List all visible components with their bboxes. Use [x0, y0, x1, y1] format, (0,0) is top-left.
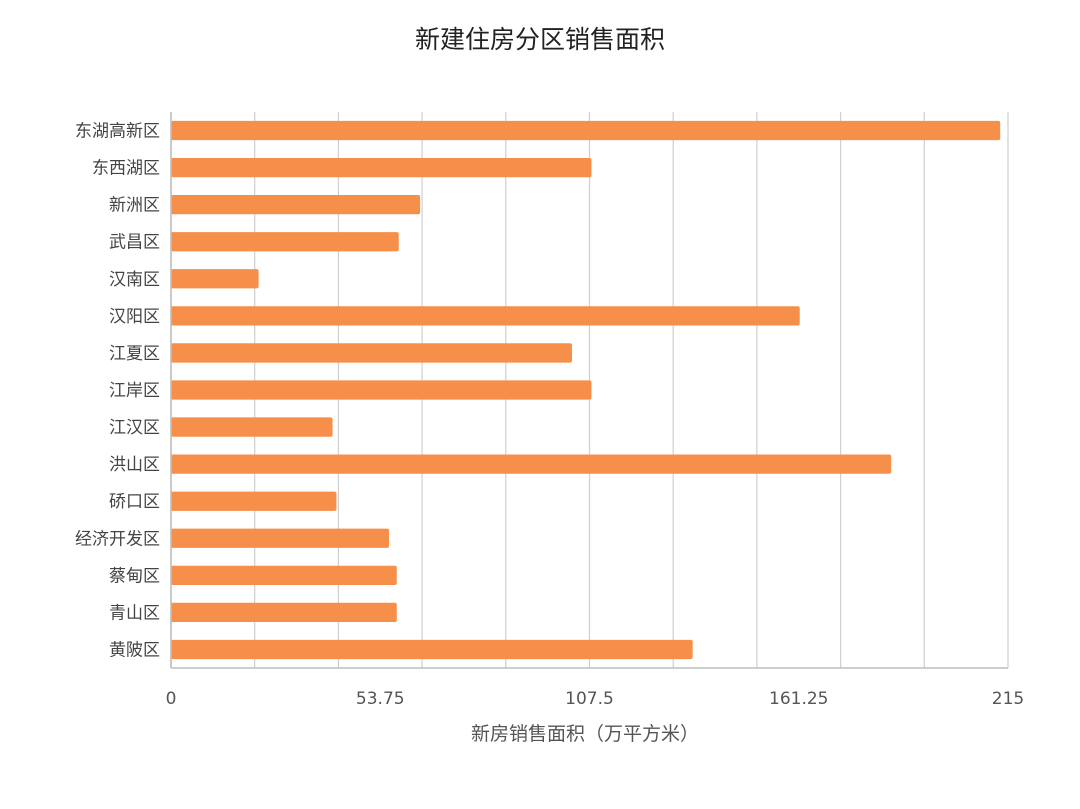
category-label-11: 硚口区 [109, 492, 160, 512]
category-label-14: 青山区 [109, 603, 160, 623]
category-label-9: 江汉区 [109, 418, 160, 438]
bar-14 [171, 602, 397, 623]
category-label-10: 洪山区 [109, 455, 160, 475]
x-tick-label-1: 0 [166, 689, 177, 709]
tick-labels: 0 53.75 107.5 161.25 215 [166, 689, 1025, 709]
bar-8 [171, 380, 592, 400]
x-tick-label-2: 53.75 [356, 689, 405, 709]
x-tick-label-5: 215 [992, 689, 1024, 709]
x-tick-label-4: 161.25 [769, 689, 828, 709]
bar-11 [171, 491, 337, 511]
bar-2 [171, 157, 592, 178]
bar-9 [171, 417, 333, 437]
category-label-1: 东湖高新区 [75, 122, 160, 142]
bar-13 [171, 565, 397, 585]
bars [171, 120, 1001, 660]
bar-15 [171, 639, 693, 660]
chart-title: 新建住房分区销售面积 [415, 25, 665, 54]
x-axis-title: 新房销售面积（万平方米） [471, 723, 699, 745]
category-label-5: 汉南区 [109, 270, 160, 290]
axes [170, 112, 1008, 669]
category-label-4: 武昌区 [109, 233, 160, 253]
category-label-3: 新洲区 [109, 196, 160, 216]
category-label-15: 黄陂区 [109, 640, 160, 660]
bar-7 [171, 343, 572, 363]
bar-5 [171, 269, 259, 289]
category-labels: 东湖高新区东西湖区新洲区武昌区汉南区汉阳区江夏区江岸区江汉区洪山区硚口区经济开发… [75, 122, 160, 661]
bar-1 [171, 120, 1001, 141]
category-label-6: 汉阳区 [109, 307, 160, 327]
bar-6 [171, 306, 800, 326]
bar-12 [171, 528, 390, 548]
bar-10 [171, 454, 892, 474]
bar-4 [171, 232, 399, 252]
x-tick-label-3: 107.5 [565, 689, 614, 709]
category-label-13: 蔡甸区 [109, 566, 160, 586]
category-label-12: 经济开发区 [75, 529, 160, 549]
bar-3 [171, 195, 421, 215]
category-label-2: 东西湖区 [92, 159, 160, 179]
category-label-7: 江夏区 [109, 344, 160, 364]
category-label-8: 江岸区 [109, 381, 160, 401]
